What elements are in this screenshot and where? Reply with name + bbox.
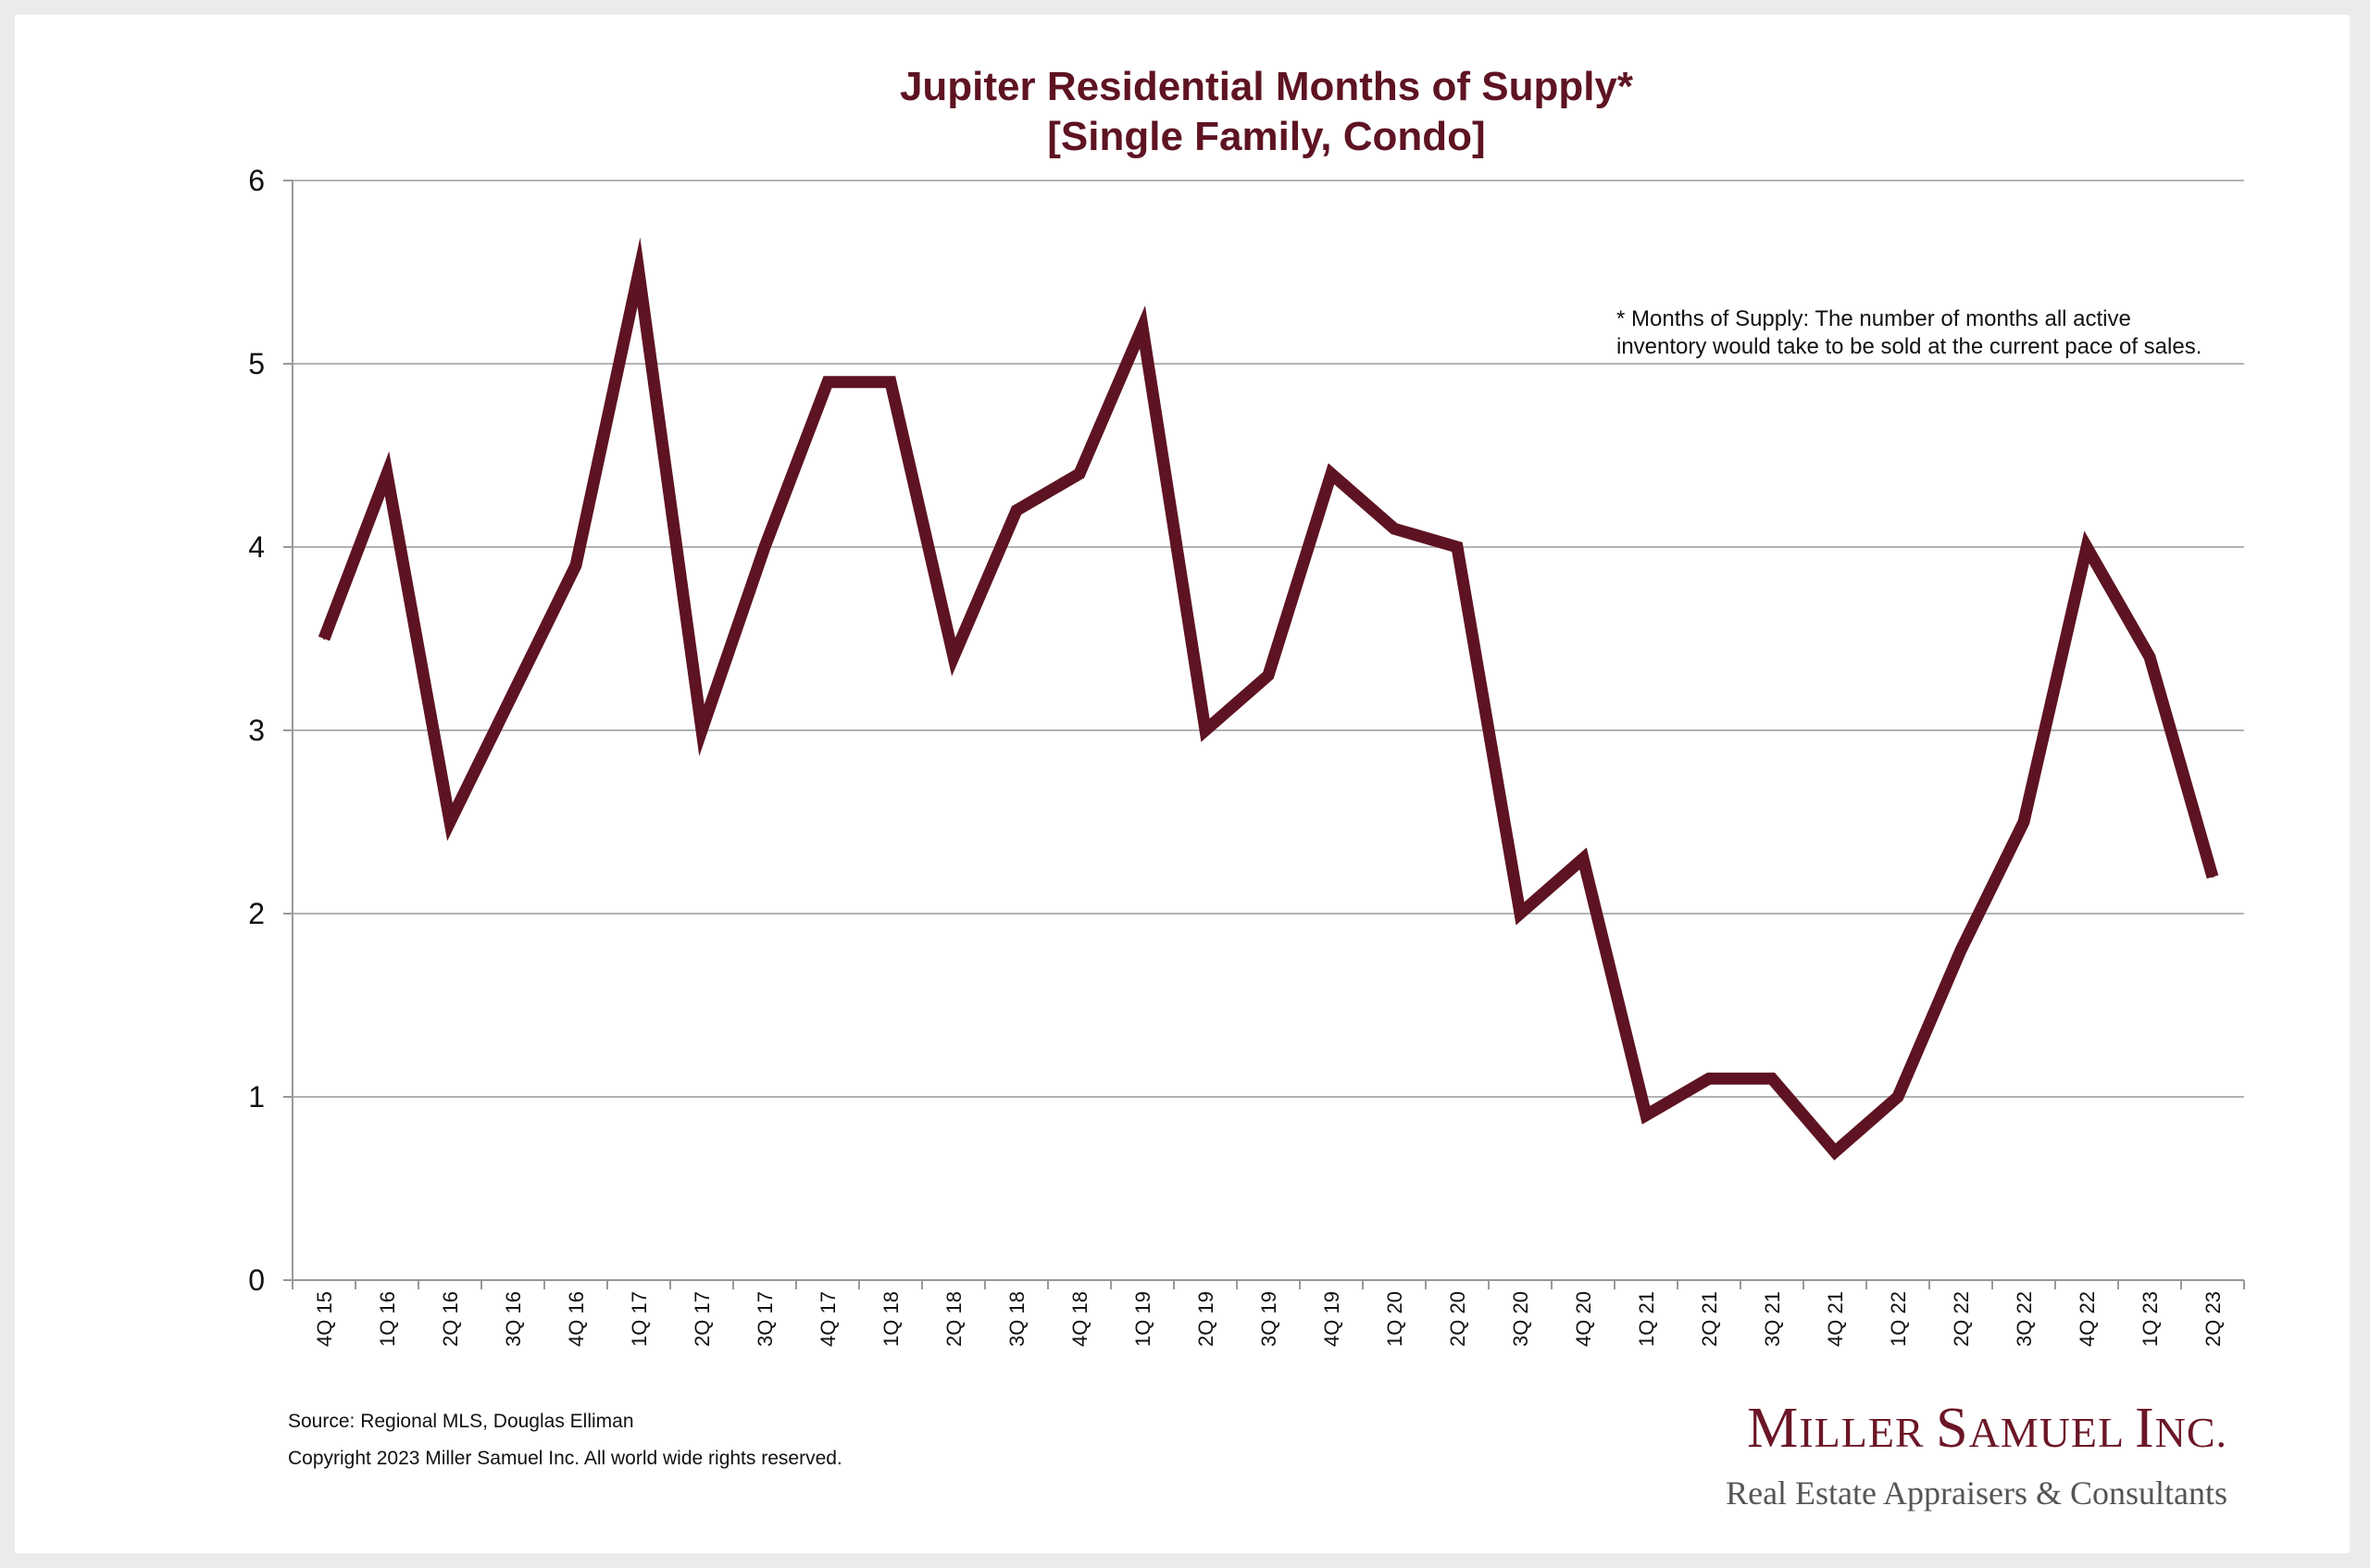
series-line — [318, 237, 2219, 1161]
data-point — [1897, 1096, 1899, 1098]
x-tick-label: 3Q 22 — [2013, 1291, 2036, 1347]
x-tick-label: 3Q 21 — [1761, 1291, 1784, 1347]
chart-title: Jupiter Residential Months of Supply* — [900, 64, 1634, 109]
x-tick-label: 2Q 22 — [1950, 1291, 1973, 1347]
x-tick-label: 3Q 16 — [502, 1291, 525, 1347]
data-point — [575, 564, 577, 566]
data-point — [323, 638, 325, 640]
series — [318, 237, 2219, 1161]
data-point — [1141, 326, 1143, 329]
data-point — [1645, 1114, 1647, 1116]
x-tick-label: 4Q 19 — [1320, 1291, 1343, 1347]
data-point — [1330, 472, 1332, 475]
x-tick-label: 3Q 19 — [1257, 1291, 1280, 1347]
x-tick-label: 4Q 22 — [2076, 1291, 2099, 1347]
x-tick-label: 2Q 20 — [1446, 1291, 1469, 1347]
data-point — [701, 729, 703, 731]
x-tick-label: 2Q 16 — [439, 1291, 462, 1347]
company-logo: MILLER SAMUEL INC. — [1747, 1396, 2227, 1462]
x-tick-label: 2Q 21 — [1698, 1291, 1721, 1347]
x-tick-label: 4Q 17 — [817, 1291, 840, 1347]
x-tick-label: 4Q 21 — [1824, 1291, 1847, 1347]
y-tick-label: 6 — [248, 164, 265, 197]
data-point — [1267, 674, 1269, 677]
data-point — [449, 821, 451, 823]
x-tick-label: 1Q 16 — [376, 1291, 399, 1347]
logo-letter: S — [1936, 1397, 1969, 1460]
source-note: Source: Regional MLS, Douglas Elliman — [288, 1411, 634, 1432]
x-tick-label: 2Q 17 — [691, 1291, 714, 1347]
x-tick-label: 1Q 21 — [1635, 1291, 1658, 1347]
logo-letters: ILLER — [1799, 1409, 1937, 1456]
data-point — [1834, 1151, 1836, 1153]
data-point — [1771, 1077, 1773, 1080]
y-tick-label: 5 — [248, 347, 265, 380]
data-point — [764, 546, 766, 548]
data-point — [1519, 913, 1521, 915]
logo-letter: M — [1747, 1397, 1800, 1460]
x-tick-label: 4Q 15 — [313, 1291, 336, 1347]
data-point — [1960, 949, 1962, 952]
y-axis-ticks: 0 1 2 3 4 5 6 — [248, 164, 265, 1297]
chart-subtitle: [Single Family, Condo] — [1047, 114, 1485, 159]
line-chart: Jupiter Residential Months of Supply* [S… — [248, 64, 2245, 1347]
x-tick-label: 1Q 23 — [2139, 1291, 2162, 1347]
x-tick-label: 1Q 22 — [1887, 1291, 1910, 1347]
copyright-note: Copyright 2023 Miller Samuel Inc. All wo… — [288, 1448, 842, 1469]
data-point — [2023, 821, 2025, 823]
data-point — [2149, 655, 2151, 658]
data-point — [1204, 729, 1206, 731]
y-tick-label: 0 — [248, 1263, 265, 1297]
data-point — [1708, 1077, 1710, 1080]
y-tick-label: 1 — [248, 1080, 265, 1114]
axes — [283, 180, 2245, 1289]
footnote-line-1: * Months of Supply: The number of months… — [1616, 306, 2131, 331]
x-tick-label: 1Q 18 — [879, 1291, 903, 1347]
logo-letters: AMUEL — [1968, 1409, 2135, 1456]
x-tick-label: 1Q 17 — [628, 1291, 651, 1347]
company-tagline: Real Estate Appraisers & Consultants — [1726, 1475, 2227, 1512]
x-axis-ticks: 4Q 15 1Q 16 2Q 16 3Q 16 4Q 16 1Q 17 2Q 17 3Q 17… — [313, 1291, 2225, 1347]
data-point — [1456, 546, 1458, 548]
data-point — [386, 472, 388, 475]
x-tick-label: 4Q 18 — [1068, 1291, 1091, 1347]
data-point — [2086, 546, 2088, 548]
x-tick-label: 2Q 19 — [1194, 1291, 1217, 1347]
footnote-line-2: inventory would take to be sold at the c… — [1616, 334, 2202, 359]
x-tick-label: 3Q 20 — [1509, 1291, 1532, 1347]
x-tick-label: 2Q 18 — [942, 1291, 966, 1347]
data-point — [638, 271, 640, 273]
x-tick-label: 4Q 16 — [565, 1291, 588, 1347]
logo-letters: NC. — [2154, 1409, 2227, 1456]
data-point — [512, 692, 514, 695]
logo-letter: I — [2134, 1397, 2155, 1460]
x-tick-label: 2Q 23 — [2202, 1291, 2225, 1347]
y-tick-label: 2 — [248, 897, 265, 930]
y-tick-label: 3 — [248, 714, 265, 747]
data-point — [1582, 857, 1584, 860]
x-tick-label: 3Q 17 — [754, 1291, 777, 1347]
data-point — [890, 380, 892, 383]
data-point — [1393, 528, 1395, 530]
data-point — [1079, 472, 1080, 475]
y-tick-label: 4 — [248, 530, 265, 564]
data-point — [2212, 876, 2214, 878]
x-tick-label: 4Q 20 — [1572, 1291, 1595, 1347]
x-tick-label: 1Q 20 — [1383, 1291, 1406, 1347]
x-tick-label: 1Q 19 — [1131, 1291, 1154, 1347]
data-point — [827, 380, 829, 383]
chart-slide: Jupiter Residential Months of Supply* [S… — [15, 15, 2350, 1553]
x-tick-label: 3Q 18 — [1005, 1291, 1029, 1347]
data-point — [953, 655, 954, 658]
data-point — [1016, 509, 1017, 512]
